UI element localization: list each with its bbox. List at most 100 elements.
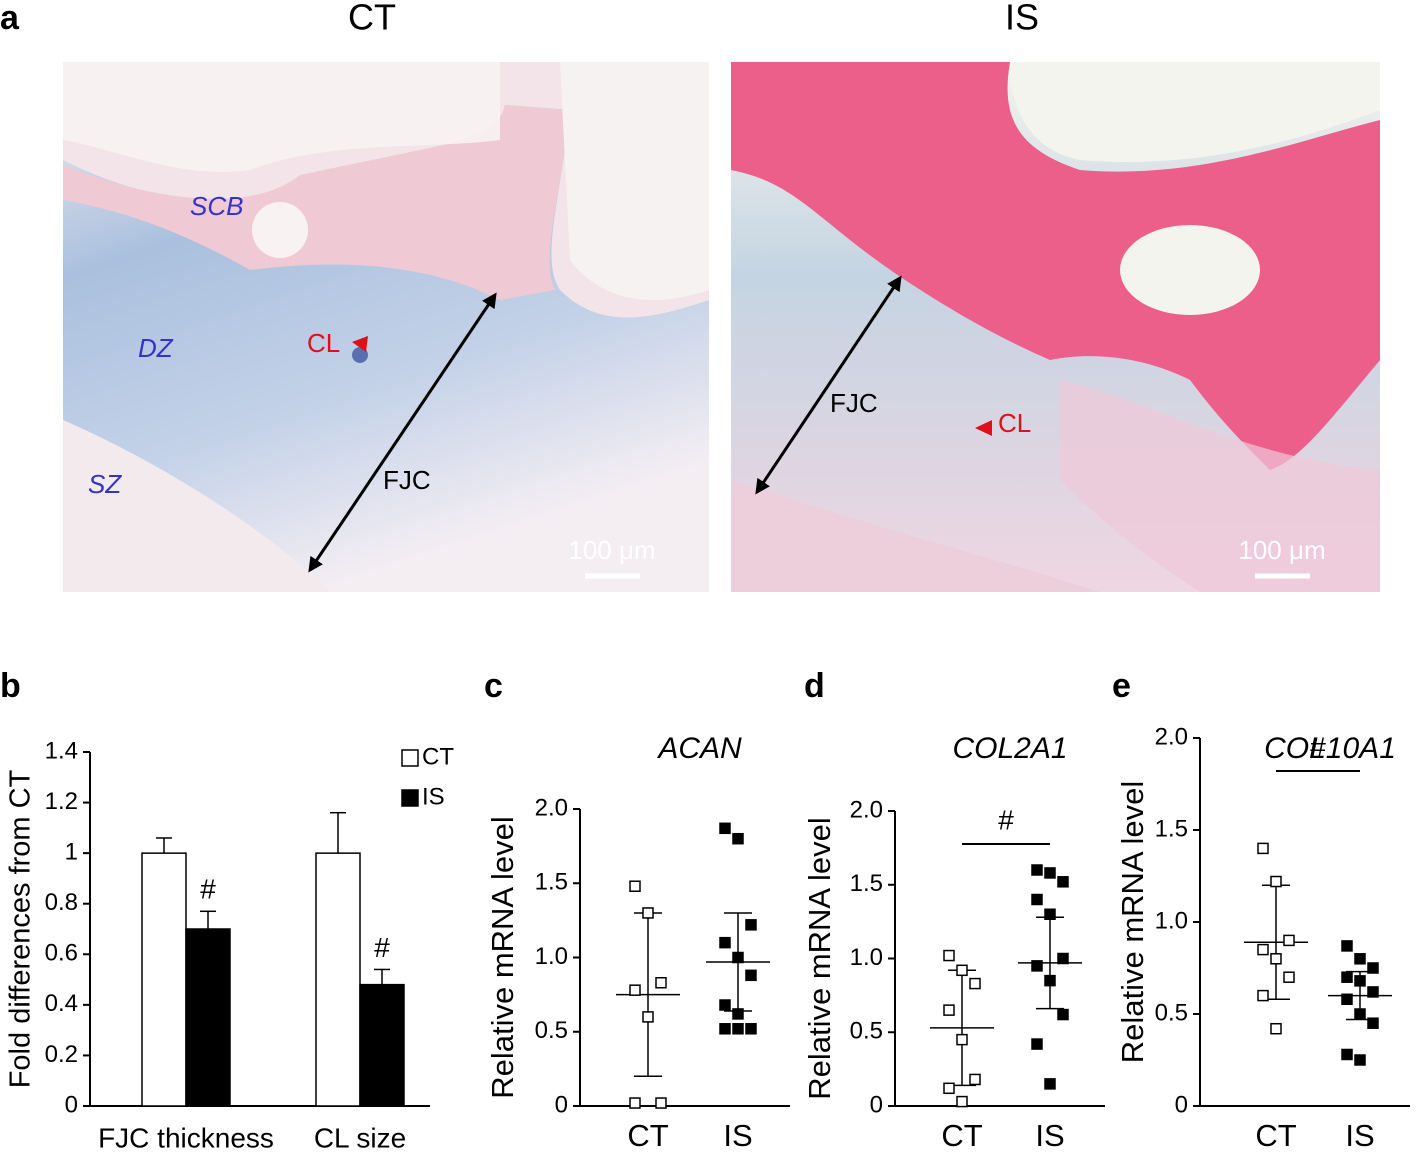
- data-point: [1057, 876, 1069, 888]
- data-point: [943, 1082, 955, 1095]
- panel-label: b: [0, 667, 21, 705]
- y-tick-label: 1.0: [850, 944, 883, 971]
- data-point: [1367, 962, 1379, 974]
- data-point: [943, 1004, 955, 1016]
- data-point: [1283, 971, 1295, 983]
- annotation: #: [1310, 731, 1326, 762]
- y-tick-label: 1: [65, 838, 78, 865]
- data-point: [956, 964, 968, 977]
- legend-label: IS: [422, 783, 445, 810]
- annotation: SZ: [88, 469, 122, 499]
- data-point: [943, 949, 955, 962]
- data-point: [1044, 908, 1056, 920]
- data-point: [719, 822, 731, 835]
- y-tick-label: 0.2: [45, 1041, 78, 1068]
- micrograph-is: [731, 62, 1380, 592]
- bar: [141, 852, 187, 1107]
- y-axis-label: Relative mRNA level: [1115, 781, 1150, 1064]
- data-point: [1057, 952, 1069, 965]
- data-point: [1257, 842, 1269, 855]
- data-point: [629, 1097, 641, 1109]
- micrograph-title: IS: [1005, 0, 1039, 38]
- x-tick-label: CT: [1255, 1118, 1296, 1153]
- data-point: [732, 1023, 744, 1035]
- data-point: [1367, 1017, 1379, 1029]
- data-point: [969, 1073, 981, 1086]
- annotation: #: [374, 932, 390, 963]
- data-point: [1044, 867, 1056, 879]
- panel-label: d: [804, 667, 825, 705]
- data-point: [1354, 1054, 1366, 1066]
- data-point: [1341, 1048, 1353, 1061]
- data-point: [1354, 1008, 1366, 1020]
- data-point: [629, 984, 641, 996]
- data-point: [642, 907, 654, 919]
- legend-label: CT: [422, 743, 454, 770]
- y-tick-label: 0.5: [1155, 999, 1188, 1026]
- data-point: [1257, 989, 1269, 1002]
- y-tick-label: 0: [1175, 1091, 1188, 1118]
- data-point: [956, 1033, 968, 1046]
- scale-bar-label: 100 μm: [568, 535, 655, 565]
- annotation: CL: [998, 408, 1031, 438]
- y-tick-label: 1.0: [1155, 907, 1188, 934]
- y-tick-label: 1.2: [45, 788, 78, 815]
- scale-bar-label: 100 μm: [1238, 535, 1325, 565]
- data-point: [745, 919, 757, 931]
- y-tick-label: 1.0: [535, 943, 568, 970]
- annotation: CL: [307, 328, 340, 358]
- y-tick-label: 2.0: [850, 796, 883, 823]
- data-point: [1257, 943, 1269, 956]
- annotation: #: [200, 874, 216, 905]
- data-point: [745, 1023, 757, 1035]
- legend-swatch: [401, 749, 419, 767]
- y-axis-label: Relative mRNA level: [802, 817, 837, 1100]
- data-point: [969, 977, 981, 990]
- data-point: [1270, 953, 1282, 965]
- micrograph-ct: [63, 62, 709, 592]
- y-tick-label: 2.0: [1155, 723, 1188, 750]
- y-tick-label: 0.5: [850, 1018, 883, 1045]
- y-tick-label: 1.4: [45, 737, 78, 764]
- y-tick-label: 0: [555, 1091, 568, 1118]
- data-point: [732, 1008, 744, 1020]
- data-point: [642, 1011, 654, 1023]
- annotation: SCB: [190, 191, 243, 221]
- annotation: #: [998, 804, 1014, 835]
- chart-title: ACAN: [656, 732, 742, 765]
- data-point: [1031, 864, 1043, 876]
- x-tick-label: IS: [1035, 1118, 1064, 1153]
- x-tick-label: FJC thickness: [98, 1122, 274, 1153]
- y-tick-label: 1.5: [535, 869, 568, 896]
- bar: [315, 852, 361, 1107]
- y-tick-label: 0.6: [45, 940, 78, 967]
- data-point: [1270, 1022, 1282, 1035]
- x-tick-label: CT: [941, 1118, 982, 1153]
- legend-swatch: [401, 789, 419, 807]
- chart-title: COL10A1: [1264, 732, 1396, 765]
- panel-label: a: [0, 0, 20, 37]
- data-point: [1354, 975, 1366, 987]
- y-tick-label: 0.8: [45, 889, 78, 916]
- data-point: [1341, 993, 1353, 1006]
- y-tick-label: 1.5: [850, 870, 883, 897]
- data-point: [1367, 986, 1379, 998]
- data-point: [1354, 953, 1366, 965]
- panel-label: c: [484, 667, 503, 705]
- y-tick-label: 0: [65, 1091, 78, 1118]
- bar: [359, 983, 405, 1107]
- data-point: [655, 1097, 667, 1109]
- x-tick-label: CT: [627, 1118, 668, 1153]
- y-tick-label: 0: [870, 1091, 883, 1118]
- data-point: [719, 936, 731, 949]
- data-point: [719, 999, 731, 1011]
- y-axis-label: Fold differences from CT: [5, 769, 37, 1088]
- y-tick-label: 0.4: [45, 990, 78, 1017]
- y-axis-label: Relative mRNA level: [485, 816, 520, 1099]
- x-tick-label: IS: [723, 1118, 752, 1153]
- data-point: [732, 951, 744, 964]
- data-point: [732, 832, 744, 845]
- y-tick-label: 1.5: [1155, 815, 1188, 842]
- data-point: [956, 1095, 968, 1108]
- data-point: [1341, 971, 1353, 983]
